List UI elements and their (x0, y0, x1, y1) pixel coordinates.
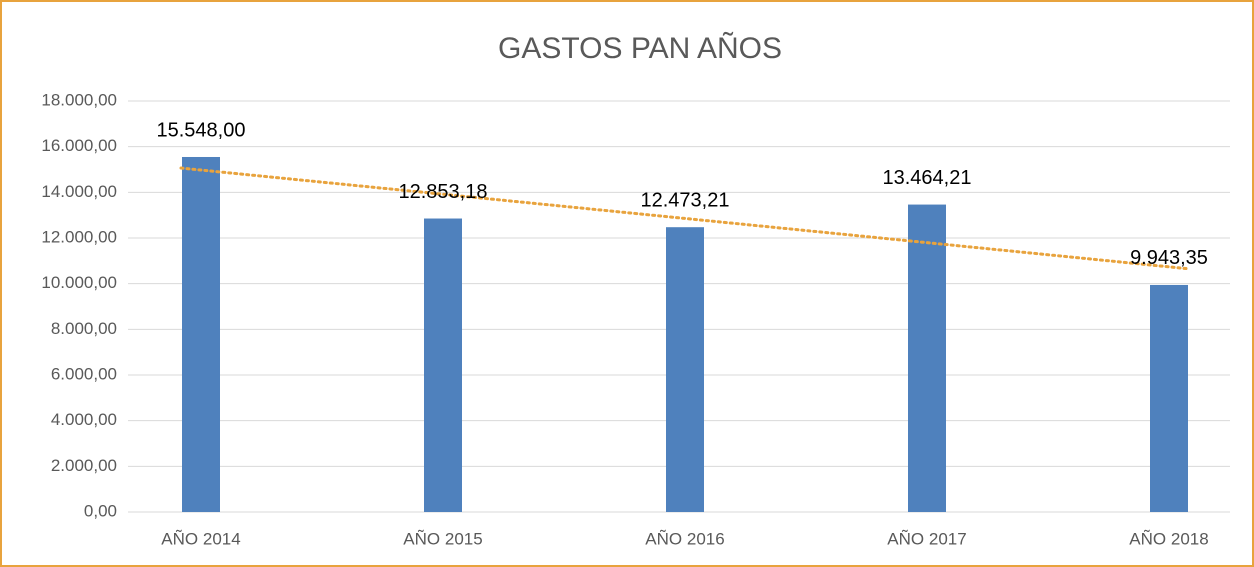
bar (182, 156, 220, 512)
bar (908, 204, 946, 512)
data-label: 15.548,00 (157, 119, 246, 141)
y-tick-label: 14.000,00 (41, 182, 117, 201)
data-label: 9.943,35 (1130, 247, 1208, 269)
bar (1150, 284, 1188, 512)
y-tick-label: 10.000,00 (41, 273, 117, 292)
x-tick-label: AÑO 2016 (645, 529, 724, 548)
x-tick-label: AÑO 2018 (1129, 529, 1208, 548)
data-label: 12.473,21 (641, 189, 730, 211)
bar (666, 227, 704, 512)
y-tick-label: 16.000,00 (41, 136, 117, 155)
y-tick-label: 8.000,00 (51, 319, 117, 338)
bar (424, 218, 462, 513)
y-tick-label: 0,00 (84, 501, 117, 520)
data-label: 12.853,18 (399, 181, 488, 203)
y-tick-label: 2.000,00 (51, 456, 117, 475)
y-tick-label: 4.000,00 (51, 410, 117, 429)
x-tick-label: AÑO 2014 (161, 529, 240, 548)
trendline (179, 166, 1191, 271)
y-tick-label: 6.000,00 (51, 364, 117, 383)
x-tick-label: AÑO 2015 (403, 529, 482, 548)
x-tick-label: AÑO 2017 (887, 529, 966, 548)
y-tick-label: 18.000,00 (41, 90, 117, 109)
data-label: 13.464,21 (883, 167, 972, 189)
chart-title: GASTOS PAN AÑOS (498, 31, 782, 65)
y-tick-label: 12.000,00 (41, 227, 117, 246)
